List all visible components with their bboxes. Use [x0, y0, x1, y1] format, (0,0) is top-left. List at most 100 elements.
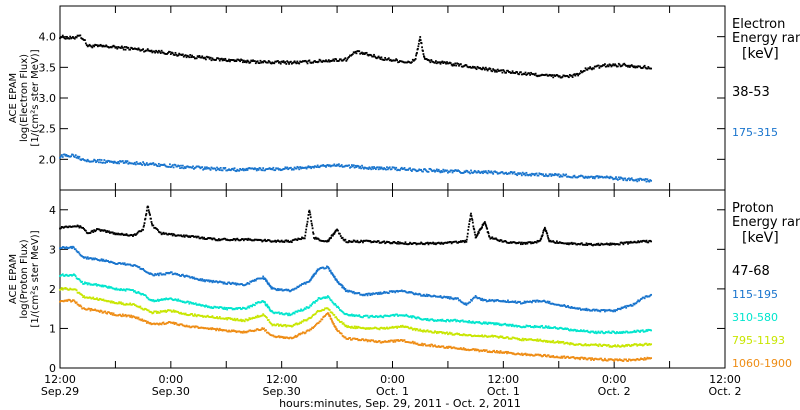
data-point — [180, 53, 182, 56]
data-point — [468, 349, 471, 352]
data-point — [344, 288, 347, 290]
data-point — [199, 237, 202, 240]
data-point — [306, 306, 309, 309]
data-point — [480, 349, 483, 352]
data-point — [531, 173, 534, 176]
data-point — [513, 72, 516, 74]
data-point — [562, 74, 565, 77]
data-point — [439, 242, 442, 245]
data-point — [536, 239, 539, 242]
data-point — [314, 312, 317, 315]
data-point — [316, 298, 319, 301]
data-point — [362, 327, 365, 330]
data-point — [338, 58, 341, 61]
data-point — [402, 61, 405, 64]
data-point — [503, 172, 506, 175]
data-point — [204, 280, 206, 283]
data-point — [573, 73, 576, 76]
data-point — [334, 316, 337, 319]
data-point — [525, 300, 528, 303]
data-point — [281, 289, 284, 292]
data-point — [162, 51, 165, 54]
data-point — [535, 74, 538, 77]
data-point — [576, 356, 579, 359]
data-point — [640, 66, 642, 69]
data-point — [524, 174, 527, 177]
data-point — [308, 329, 311, 332]
data-point — [237, 283, 240, 286]
data-point — [199, 278, 202, 280]
data-point — [154, 51, 157, 54]
data-point — [559, 326, 562, 329]
data-point — [502, 337, 505, 339]
data-point — [88, 307, 91, 310]
data-point — [522, 325, 525, 328]
data-point — [132, 162, 134, 165]
data-point — [443, 61, 446, 63]
data-point — [72, 155, 75, 158]
data-point — [237, 58, 240, 61]
data-point — [90, 297, 93, 300]
data-point — [337, 305, 339, 308]
data-point — [603, 343, 605, 346]
data-point — [215, 280, 217, 283]
data-point — [211, 281, 214, 284]
data-point — [567, 328, 569, 330]
data-point — [494, 70, 496, 73]
data-point — [398, 326, 400, 328]
data-point — [407, 243, 410, 246]
data-point — [226, 169, 229, 172]
data-point — [129, 234, 132, 237]
data-point — [72, 273, 75, 276]
data-point — [630, 64, 633, 66]
data-point — [535, 354, 538, 356]
data-point — [66, 247, 69, 249]
data-point — [469, 349, 471, 351]
data-point — [60, 154, 63, 156]
data-point — [248, 329, 251, 332]
data-point — [444, 332, 447, 335]
data-point — [578, 357, 580, 359]
data-point — [543, 353, 546, 356]
data-point — [323, 60, 326, 63]
data-point — [604, 65, 607, 68]
data-point — [284, 337, 287, 340]
data-point — [485, 300, 488, 303]
data-point — [231, 167, 234, 170]
data-point — [77, 303, 80, 306]
data-point — [386, 58, 389, 60]
data-point — [376, 166, 379, 169]
data-point — [284, 288, 287, 291]
data-point — [161, 51, 164, 54]
data-point — [300, 308, 302, 311]
data-point — [169, 51, 171, 53]
data-point — [566, 305, 568, 308]
data-point — [235, 307, 238, 309]
data-point — [130, 289, 133, 291]
data-point — [352, 290, 355, 293]
data-point — [179, 274, 181, 277]
data-point — [413, 327, 416, 330]
data-point — [465, 169, 468, 172]
data-point — [404, 341, 407, 343]
data-point — [566, 175, 568, 178]
data-point — [518, 301, 520, 303]
data-point — [551, 173, 554, 176]
data-point — [206, 237, 209, 240]
data-point — [123, 46, 126, 48]
data-point — [566, 327, 568, 330]
data-point — [377, 315, 380, 318]
data-point — [329, 269, 332, 272]
data-point — [246, 330, 249, 333]
data-point — [96, 309, 98, 312]
data-point — [539, 74, 542, 77]
data-point — [495, 299, 498, 301]
data-point — [277, 60, 279, 62]
data-point — [371, 339, 374, 342]
data-point — [72, 36, 74, 38]
data-point — [353, 166, 356, 169]
data-point — [536, 338, 539, 341]
data-point — [93, 258, 96, 261]
data-point — [410, 242, 412, 245]
